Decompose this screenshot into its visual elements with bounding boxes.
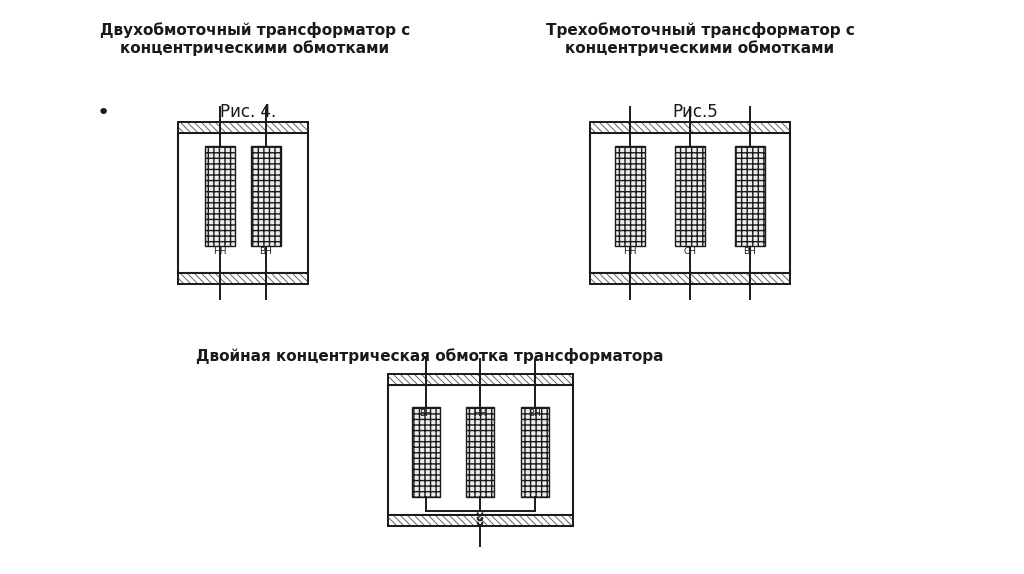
Bar (251, 146, 281, 246)
Text: ВН: ВН (528, 409, 542, 418)
Bar (412, 407, 440, 497)
Bar (388, 385, 573, 515)
Text: Трехобмоточный трансформатор с
концентрическими обмотками: Трехобмоточный трансформатор с концентри… (546, 22, 854, 56)
Bar (388, 374, 573, 385)
Bar (178, 133, 308, 273)
Bar (735, 146, 765, 246)
Text: НН: НН (473, 409, 486, 418)
Bar (178, 122, 308, 133)
Text: ВН: ВН (743, 247, 757, 256)
Bar (615, 146, 645, 246)
Bar (590, 273, 790, 284)
Text: СН: СН (683, 247, 696, 256)
Text: •: • (96, 103, 110, 123)
Bar (388, 515, 573, 526)
Bar (178, 122, 308, 133)
Text: Рис.5: Рис.5 (672, 103, 718, 121)
Bar (521, 407, 549, 497)
Text: Двойная концентрическая обмотка трансформатора: Двойная концентрическая обмотка трансфор… (197, 348, 664, 364)
Bar (388, 374, 573, 385)
Bar (205, 146, 234, 246)
Text: Рис. 4.: Рис. 4. (220, 103, 276, 121)
Bar (590, 133, 790, 273)
Bar (590, 273, 790, 284)
Text: ВН: ВН (420, 409, 432, 418)
Text: ВН: ВН (259, 247, 272, 256)
Bar (178, 273, 308, 284)
Bar (388, 515, 573, 526)
Bar (178, 273, 308, 284)
Text: Двухобмоточный трансформатор с
концентрическими обмотками: Двухобмоточный трансформатор с концентри… (100, 22, 411, 56)
Text: НН: НН (213, 247, 226, 256)
Bar (590, 122, 790, 133)
Bar (590, 122, 790, 133)
Text: НН: НН (624, 247, 637, 256)
Bar (466, 407, 494, 497)
Bar (675, 146, 705, 246)
